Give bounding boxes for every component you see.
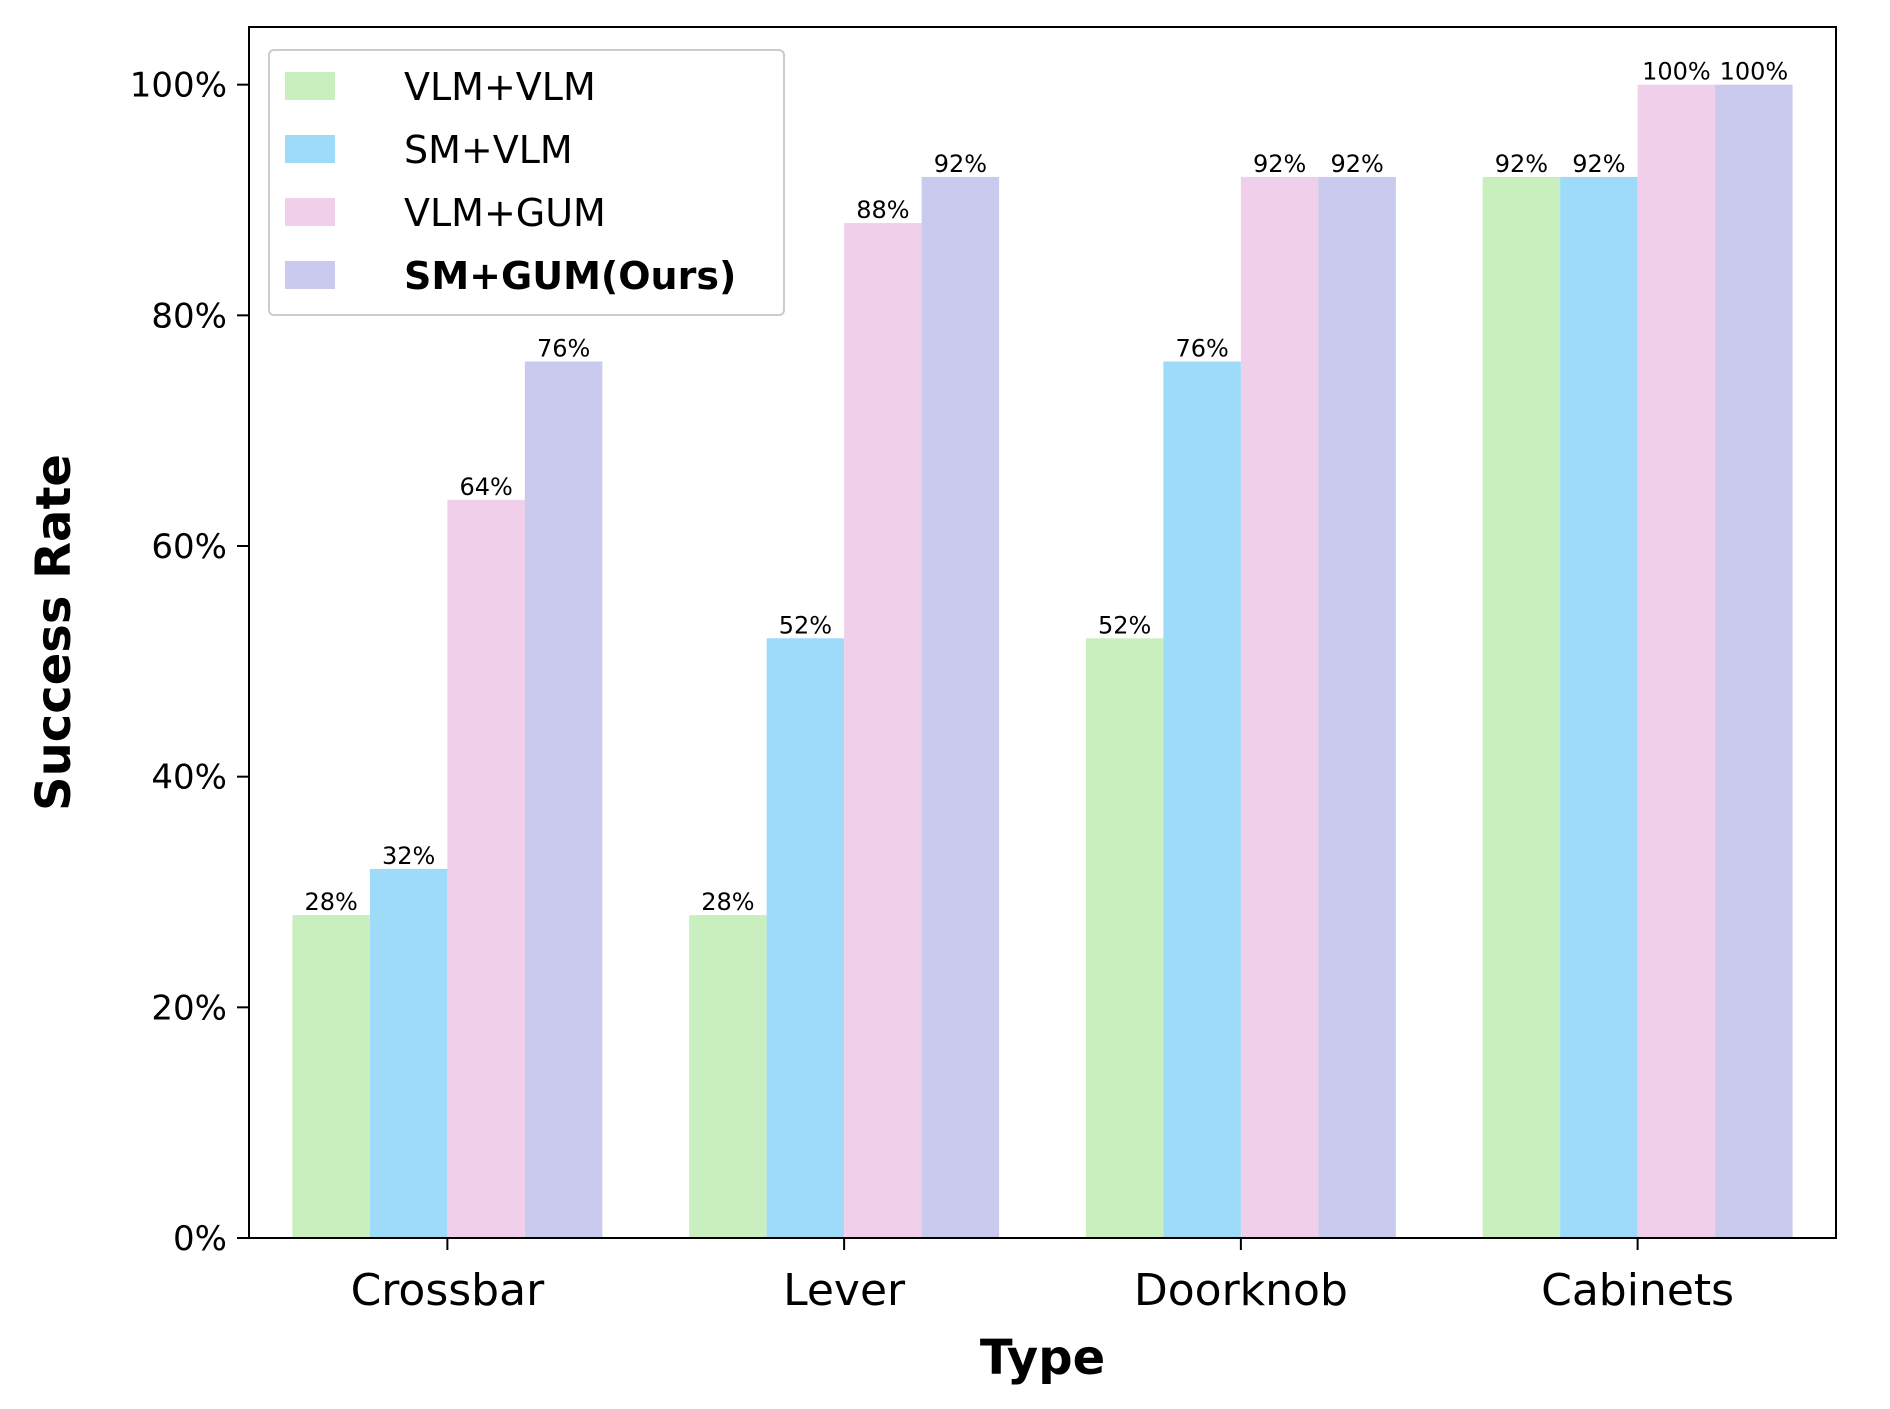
- bar-crossbar-series-1: [369, 868, 448, 1238]
- legend-label-3: SM+GUM(Ours): [404, 254, 736, 298]
- data-label-crossbar-series-2: 64%: [459, 473, 512, 501]
- data-label-doorknob-series-2: 92%: [1253, 150, 1306, 178]
- y-axis: 0% 20% 40% 60% 80% 100%: [130, 66, 249, 1259]
- bar-cabinets-series-0: [1482, 176, 1561, 1238]
- bar-doorknob-series-1: [1163, 361, 1241, 1238]
- x-axis-title: Type: [980, 1330, 1105, 1386]
- y-tick-label: 0%: [173, 1219, 227, 1259]
- data-label-cabinets-series-2: 100%: [1642, 58, 1711, 86]
- data-label-cabinets-series-0: 92%: [1495, 150, 1548, 178]
- bar-doorknob-series-2: [1240, 176, 1319, 1238]
- plot-area-frame: [248, 26, 1837, 1239]
- legend: VLM+VLM SM+VLM VLM+GUM SM+GUM(Ours): [268, 49, 785, 316]
- x-axis: Crossbar Lever Doorknob Cabinets: [351, 1238, 1734, 1316]
- legend-label-1: SM+VLM: [404, 128, 573, 172]
- legend-swatch-1: [285, 135, 335, 163]
- bars-layer: [292, 84, 1793, 1239]
- bar-lever-series-3: [921, 176, 1000, 1238]
- data-label-doorknob-series-3: 92%: [1330, 150, 1383, 178]
- data-label-crossbar-series-3: 76%: [537, 334, 590, 362]
- bar-crossbar-series-2: [447, 499, 525, 1238]
- bar-doorknob-series-3: [1318, 176, 1396, 1238]
- bar-crossbar-series-0: [292, 915, 370, 1238]
- data-label-lever-series-0: 28%: [701, 888, 754, 916]
- y-tick-label: 40%: [151, 758, 227, 798]
- data-label-crossbar-series-0: 28%: [304, 888, 357, 916]
- data-label-lever-series-2: 88%: [856, 196, 909, 224]
- bar-cabinets-series-3: [1715, 84, 1793, 1239]
- y-tick-label: 100%: [130, 66, 227, 106]
- legend-swatch-0: [285, 72, 335, 100]
- bar-doorknob-series-0: [1085, 638, 1164, 1238]
- bar-lever-series-2: [844, 223, 922, 1239]
- y-tick-label: 60%: [151, 527, 227, 567]
- bar-lever-series-0: [689, 915, 767, 1238]
- data-label-crossbar-series-1: 32%: [382, 842, 435, 870]
- legend-label-2: VLM+GUM: [404, 191, 606, 235]
- data-label-doorknob-series-1: 76%: [1175, 334, 1228, 362]
- x-tick-label-doorknob: Doorknob: [1134, 1265, 1348, 1316]
- legend-swatch-2: [285, 198, 335, 226]
- y-tick-label: 20%: [151, 988, 227, 1028]
- bar-cabinets-series-1: [1560, 176, 1638, 1238]
- data-label-lever-series-3: 92%: [934, 150, 987, 178]
- x-tick-label-lever: Lever: [783, 1265, 906, 1316]
- data-labels-layer: 28% 32% 64% 76% 28% 52% 88% 92% 52% 76% 92% 92% 92% 9…: [304, 58, 1788, 916]
- legend-box: [268, 49, 785, 316]
- data-label-cabinets-series-1: 92%: [1572, 150, 1625, 178]
- bar-lever-series-1: [766, 638, 845, 1238]
- bar-crossbar-series-3: [524, 361, 603, 1238]
- x-tick-label-crossbar: Crossbar: [351, 1265, 546, 1316]
- data-label-doorknob-series-0: 52%: [1098, 611, 1151, 639]
- legend-swatch-3: [285, 261, 335, 289]
- x-tick-label-cabinets: Cabinets: [1541, 1265, 1734, 1316]
- bar-cabinets-series-2: [1637, 84, 1716, 1239]
- y-tick-label: 80%: [151, 296, 227, 336]
- y-axis-title: Success Rate: [26, 454, 82, 811]
- data-label-lever-series-1: 52%: [779, 611, 832, 639]
- data-label-cabinets-series-3: 100%: [1720, 58, 1789, 86]
- legend-label-0: VLM+VLM: [404, 65, 596, 109]
